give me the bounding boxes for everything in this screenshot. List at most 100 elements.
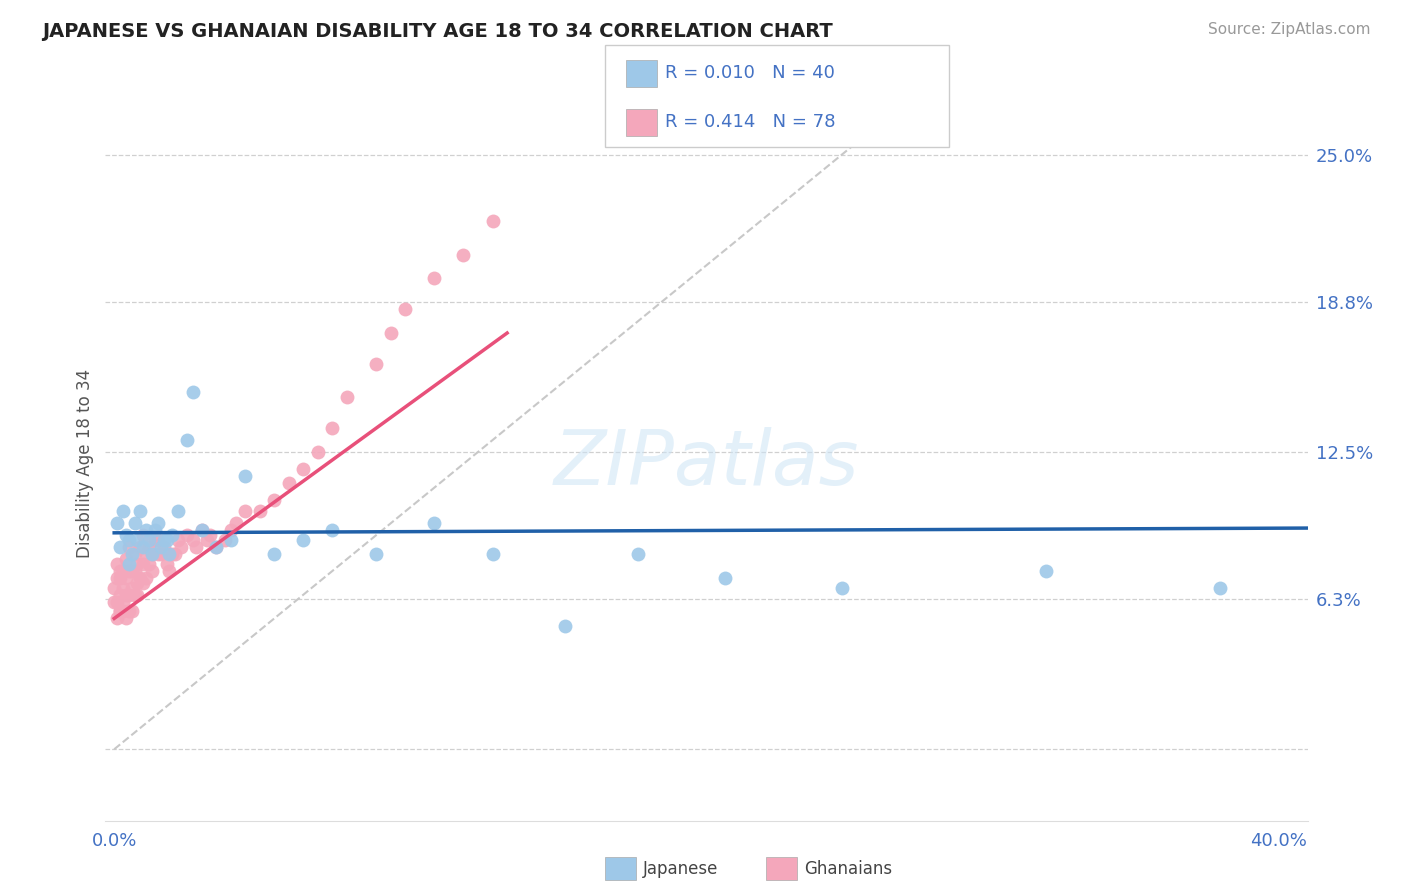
Point bbox=[205, 540, 228, 554]
Point bbox=[149, 540, 172, 554]
Point bbox=[831, 581, 853, 595]
Point bbox=[114, 588, 136, 602]
Point bbox=[138, 540, 160, 554]
Point bbox=[114, 611, 136, 625]
Point bbox=[249, 504, 271, 518]
Point bbox=[121, 564, 143, 578]
Point bbox=[105, 611, 128, 625]
Point bbox=[129, 571, 152, 585]
Point bbox=[366, 357, 388, 371]
Text: JAPANESE VS GHANAIAN DISABILITY AGE 18 TO 34 CORRELATION CHART: JAPANESE VS GHANAIAN DISABILITY AGE 18 T… bbox=[42, 22, 832, 41]
Point bbox=[366, 547, 388, 561]
Point bbox=[423, 271, 446, 285]
Point bbox=[135, 524, 157, 538]
Point bbox=[135, 571, 157, 585]
Point bbox=[155, 533, 177, 547]
Point bbox=[167, 504, 190, 518]
Point bbox=[108, 564, 131, 578]
Point bbox=[124, 564, 146, 578]
Point bbox=[554, 618, 576, 632]
Point bbox=[162, 528, 184, 542]
Point bbox=[105, 595, 128, 609]
Point bbox=[225, 516, 247, 531]
Point bbox=[105, 516, 128, 531]
Point bbox=[108, 571, 131, 585]
Point bbox=[714, 571, 737, 585]
Point bbox=[292, 533, 315, 547]
Point bbox=[453, 247, 475, 261]
Point bbox=[138, 557, 160, 571]
Text: Source: ZipAtlas.com: Source: ZipAtlas.com bbox=[1208, 22, 1371, 37]
Point bbox=[111, 504, 134, 518]
Point bbox=[124, 588, 146, 602]
Point bbox=[152, 540, 174, 554]
Point bbox=[146, 533, 169, 547]
Point bbox=[233, 468, 256, 483]
Point bbox=[219, 524, 242, 538]
Point bbox=[111, 564, 134, 578]
Text: Ghanaians: Ghanaians bbox=[804, 860, 893, 878]
Point bbox=[1035, 564, 1057, 578]
Point bbox=[184, 540, 207, 554]
Point bbox=[114, 552, 136, 566]
Point bbox=[165, 547, 187, 561]
Point bbox=[121, 581, 143, 595]
Text: ZIPatlas: ZIPatlas bbox=[554, 427, 859, 500]
Point bbox=[108, 540, 131, 554]
Point bbox=[108, 604, 131, 618]
Point bbox=[167, 533, 190, 547]
Point bbox=[481, 547, 503, 561]
Text: R = 0.414   N = 78: R = 0.414 N = 78 bbox=[665, 113, 835, 131]
Point bbox=[159, 547, 181, 561]
Point bbox=[121, 604, 143, 618]
Point bbox=[321, 524, 343, 538]
Point bbox=[307, 445, 329, 459]
Point bbox=[1209, 581, 1232, 595]
Point bbox=[118, 533, 141, 547]
Point bbox=[105, 571, 128, 585]
Point bbox=[336, 390, 359, 404]
Text: Japanese: Japanese bbox=[643, 860, 718, 878]
Point bbox=[132, 528, 155, 542]
Point bbox=[118, 604, 141, 618]
Point bbox=[118, 564, 141, 578]
Point bbox=[105, 557, 128, 571]
Point bbox=[132, 540, 155, 554]
Point bbox=[277, 475, 299, 490]
Point bbox=[143, 524, 166, 538]
Point bbox=[127, 588, 149, 602]
Point bbox=[118, 557, 141, 571]
Point bbox=[129, 540, 152, 554]
Point bbox=[141, 564, 163, 578]
Point bbox=[627, 547, 650, 561]
Point bbox=[143, 533, 166, 547]
Point bbox=[135, 547, 157, 561]
Y-axis label: Disability Age 18 to 34: Disability Age 18 to 34 bbox=[76, 369, 94, 558]
Point bbox=[481, 214, 503, 228]
Point bbox=[263, 547, 285, 561]
Point bbox=[176, 433, 198, 447]
Point bbox=[108, 588, 131, 602]
Point bbox=[129, 504, 152, 518]
Point bbox=[141, 547, 163, 561]
Point bbox=[118, 588, 141, 602]
Point bbox=[114, 571, 136, 585]
Point bbox=[127, 575, 149, 590]
Point bbox=[132, 575, 155, 590]
Point bbox=[159, 564, 181, 578]
Point bbox=[394, 302, 416, 317]
Point bbox=[146, 547, 169, 561]
Point bbox=[132, 557, 155, 571]
Point bbox=[162, 547, 184, 561]
Point bbox=[124, 547, 146, 561]
Point bbox=[292, 461, 315, 475]
Text: R = 0.010   N = 40: R = 0.010 N = 40 bbox=[665, 64, 835, 82]
Point bbox=[118, 540, 141, 554]
Point bbox=[200, 528, 222, 542]
Point bbox=[141, 547, 163, 561]
Point bbox=[103, 581, 125, 595]
Point bbox=[214, 533, 236, 547]
Point bbox=[181, 385, 204, 400]
Point bbox=[263, 492, 285, 507]
Point bbox=[195, 533, 218, 547]
